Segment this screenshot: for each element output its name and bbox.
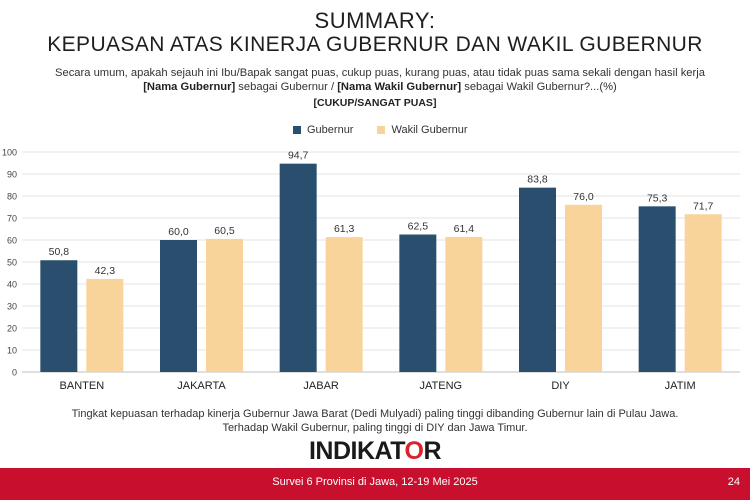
x-category-label: JABAR <box>303 380 339 392</box>
bar-gubernur <box>399 234 437 372</box>
legend-swatch-gubernur <box>293 126 301 134</box>
question-text-2: sebagai Gubernur / <box>235 81 338 93</box>
logo-text-2: R <box>423 437 442 465</box>
metric-label: [CUKUP/SANGAT PUAS] <box>313 97 437 109</box>
bar-wakil-gubernur <box>206 238 243 372</box>
bar-wakil-gubernur <box>445 236 483 372</box>
note-line-1: Tingkat kepuasan terhadap kinerja Gubern… <box>71 408 679 420</box>
bar-wakil-gubernur <box>565 204 602 372</box>
chart-title-line1: SUMMARY: <box>314 8 436 33</box>
bar-gubernur <box>519 187 556 372</box>
bar-wakil-gubernur <box>86 278 124 372</box>
data-label-gubernur: 50,8 <box>49 246 70 258</box>
logo-text-1: INDIKAT <box>308 437 405 465</box>
data-label-wakil-gubernur: 61,4 <box>454 223 475 235</box>
footer-bar: Survei 6 Provinsi di Jawa, 12-19 Mei 202… <box>0 468 750 500</box>
data-label-wakil-gubernur: 61,3 <box>334 223 355 235</box>
y-tick-label: 90 <box>7 170 17 180</box>
indikator-logo: INDIKATOR <box>0 437 750 466</box>
y-tick-label: 70 <box>7 214 17 224</box>
x-category-label: BANTEN <box>60 380 105 392</box>
y-tick-label: 0 <box>12 368 17 378</box>
footer-source: Survei 6 Provinsi di Jawa, 12-19 Mei 202… <box>272 476 478 488</box>
survey-question: Secara umum, apakah sejauh ini Ibu/Bapak… <box>40 66 720 94</box>
data-label-wakil-gubernur: 42,3 <box>95 265 116 277</box>
question-text-3: sebagai Wakil Gubernur?...(%) <box>461 81 617 93</box>
question-text-1: Secara umum, apakah sejauh ini Ibu/Bapak… <box>55 67 705 79</box>
data-label-wakil-gubernur: 76,0 <box>573 191 594 203</box>
data-label-wakil-gubernur: 60,5 <box>214 225 235 237</box>
y-tick-label: 30 <box>7 302 17 312</box>
y-tick-label: 100 <box>2 148 17 158</box>
bar-wakil-gubernur <box>325 237 363 372</box>
legend-label-wakil: Wakil Gubernur <box>391 124 468 136</box>
legend-label-gubernur: Gubernur <box>307 124 354 136</box>
note-line-2: Terhadap Wakil Gubernur, paling tinggi d… <box>222 422 528 434</box>
y-tick-label: 60 <box>7 236 17 246</box>
y-tick-label: 50 <box>7 258 17 268</box>
x-category-label: JAKARTA <box>177 380 226 392</box>
y-tick-label: 80 <box>7 192 17 202</box>
x-category-label: JATENG <box>420 380 463 392</box>
x-category-label: DIY <box>551 380 570 392</box>
legend-item-gubernur: Gubernur <box>293 124 353 136</box>
data-label-gubernur: 60,0 <box>168 226 189 238</box>
chart-title-line2: KEPUASAN ATAS KINERJA GUBERNUR DAN WAKIL… <box>47 33 703 56</box>
question-bold-2: [Nama Wakil Gubernur] <box>337 81 462 93</box>
data-label-wakil-gubernur: 71,7 <box>693 200 714 212</box>
bar-gubernur <box>40 260 78 372</box>
data-label-gubernur: 62,5 <box>408 221 429 233</box>
question-bold-1: [Nama Gubernur] <box>143 81 236 93</box>
chart-note: Tingkat kepuasan terhadap kinerja Gubern… <box>0 407 750 435</box>
data-label-gubernur: 94,7 <box>288 150 309 162</box>
bar-gubernur <box>638 206 676 372</box>
x-category-label: JATIM <box>665 380 696 392</box>
bar-chart: 0 10 20 30 40 50 60 70 80 90 100 50,8 42,3 BANTEN 60,0… <box>2 148 740 392</box>
y-tick-label: 10 <box>7 346 17 356</box>
page-number: 24 <box>727 476 740 488</box>
y-tick-label: 40 <box>7 280 17 290</box>
data-label-gubernur: 83,8 <box>527 174 548 186</box>
y-tick-label: 20 <box>7 324 17 334</box>
bar-gubernur <box>160 240 197 372</box>
legend-item-wakil: Wakil Gubernur <box>377 124 468 136</box>
bar-gubernur <box>279 163 317 372</box>
logo-text-accent: O <box>404 437 424 465</box>
chart-legend: Gubernur Wakil Gubernur <box>293 124 492 136</box>
legend-swatch-wakil <box>377 126 386 134</box>
data-label-gubernur: 75,3 <box>647 192 668 204</box>
bar-wakil-gubernur <box>684 214 722 372</box>
